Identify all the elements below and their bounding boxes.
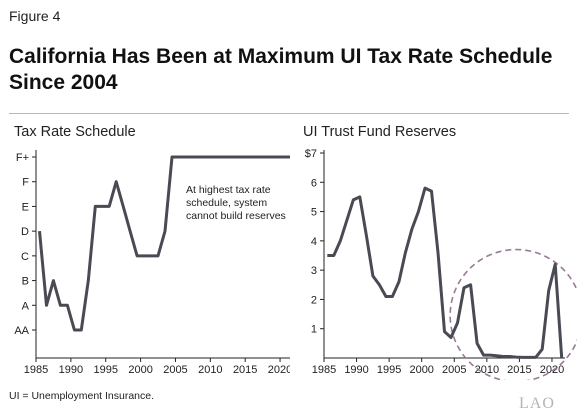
right-chart-title: UI Trust Fund Reserves <box>303 124 457 140</box>
figure-label: Figure 4 <box>9 8 61 24</box>
left-x-tick-label: 2010 <box>198 364 222 376</box>
reserves-line <box>327 186 564 359</box>
right-y-tick-label: $7 <box>305 148 317 160</box>
right-x-tick-label: 2020 <box>540 364 564 376</box>
left-y-tick-label: F+ <box>16 152 29 164</box>
right-x-tick-label: 2015 <box>507 364 531 376</box>
left-y-tick-label: A <box>22 300 30 312</box>
left-y-tick-label: C <box>21 251 29 263</box>
left-y-tick-label: E <box>22 201 29 213</box>
right-x-tick-label: 1995 <box>377 364 401 376</box>
left-x-tick-label: 2015 <box>233 364 257 376</box>
left-y-tick-label: F <box>22 177 29 189</box>
right-x-tick-label: 2005 <box>442 364 466 376</box>
left-annotation: At highest tax rate schedule, system canno… <box>186 184 286 222</box>
right-y-tick-label: 5 <box>311 207 317 219</box>
highlight-dashed-circle <box>449 248 577 380</box>
right-y-tick-label: 6 <box>311 177 317 189</box>
right-x-tick-label: 2000 <box>409 364 433 376</box>
title-divider <box>9 113 569 114</box>
left-y-tick-label: AA <box>14 325 29 337</box>
figure-title: California Has Been at Maximum UI Tax Ra… <box>9 45 553 94</box>
right-x-tick-label: 2010 <box>475 364 499 376</box>
left-x-tick-label: 1985 <box>24 364 48 376</box>
trust-fund-reserves-chart: $7 6 5 4 3 2 1 1985 1990 1995 2000 2005 2010 2015 2020 <box>305 148 577 380</box>
left-x-tick-label: 1990 <box>59 364 83 376</box>
right-x-tick-label: 1990 <box>344 364 368 376</box>
left-x-tick-label: 2005 <box>163 364 187 376</box>
left-x-tick-label: 2020 <box>268 364 290 376</box>
footnote: UI = Unemployment Insurance. <box>9 390 155 402</box>
right-x-tick-label: 1985 <box>312 364 336 376</box>
lao-logo-text: LAO <box>519 395 555 411</box>
left-y-tick-label: B <box>22 276 29 288</box>
left-chart-title: Tax Rate Schedule <box>14 124 136 140</box>
left-x-tick-label: 2000 <box>128 364 152 376</box>
right-y-tick-label: 1 <box>311 324 317 336</box>
left-y-tick-label: D <box>21 226 29 238</box>
right-y-tick-label: 2 <box>311 294 317 306</box>
tax-rate-line <box>38 155 290 332</box>
lao-logo: LAO <box>519 395 555 411</box>
right-y-tick-label: 3 <box>311 265 317 277</box>
right-y-tick-label: 4 <box>311 236 317 248</box>
left-x-tick-label: 1995 <box>93 364 117 376</box>
